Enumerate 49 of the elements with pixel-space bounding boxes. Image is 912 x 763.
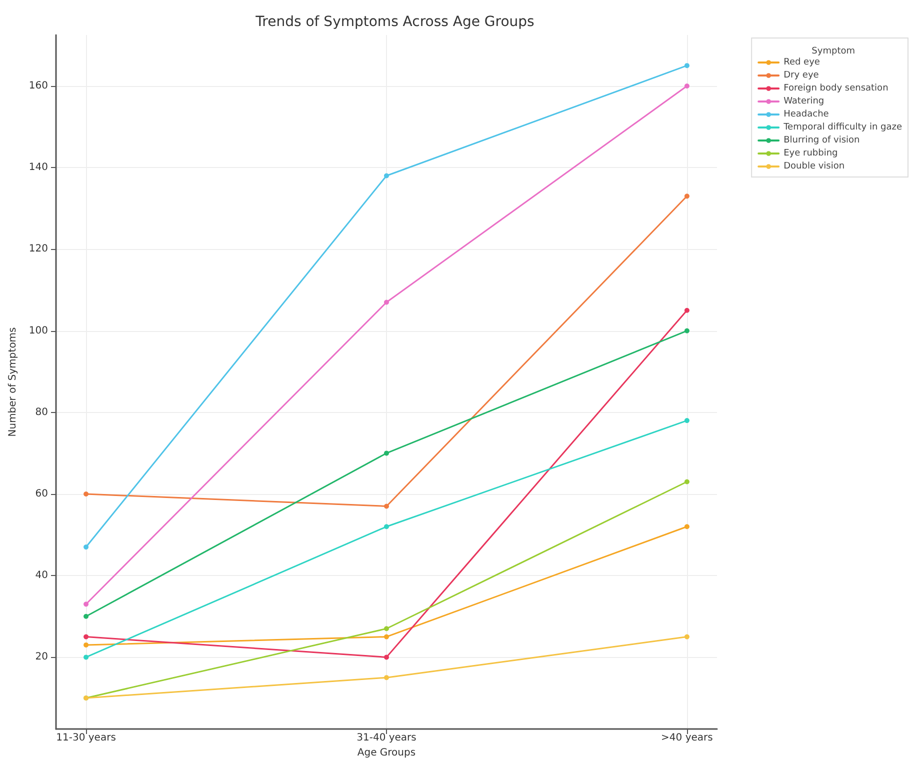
point bbox=[684, 524, 690, 530]
y-tick-label: 40 bbox=[35, 570, 48, 582]
point bbox=[84, 634, 89, 640]
legend-label: Temporal difficulty in gaze bbox=[782, 122, 902, 132]
point bbox=[384, 634, 389, 640]
legend-label: Watering bbox=[784, 96, 824, 106]
point bbox=[84, 654, 89, 660]
point bbox=[84, 491, 89, 496]
point bbox=[684, 634, 690, 640]
y-tick-label: 120 bbox=[28, 244, 48, 255]
point bbox=[84, 642, 89, 648]
y-tick-label: 20 bbox=[35, 652, 48, 663]
point bbox=[84, 544, 89, 550]
legend-title: Symptom bbox=[812, 46, 856, 56]
y-tick-label: 60 bbox=[35, 488, 48, 500]
x-tick-label: 31-40 years bbox=[356, 732, 416, 744]
point bbox=[384, 675, 389, 680]
y-tick-label: 160 bbox=[28, 80, 48, 92]
point bbox=[384, 524, 389, 530]
point bbox=[84, 614, 89, 619]
legend-label: Headache bbox=[784, 110, 830, 120]
point bbox=[384, 504, 389, 509]
point bbox=[684, 328, 690, 334]
y-tick-label: 80 bbox=[35, 406, 48, 418]
point bbox=[84, 602, 89, 607]
y-tick-label: 100 bbox=[28, 325, 48, 336]
point bbox=[384, 626, 389, 632]
x-tick-label: 11-30 years bbox=[56, 732, 116, 744]
legend-label: Foreign body sensation bbox=[784, 84, 888, 94]
point bbox=[684, 63, 690, 68]
legend-label: Red eye bbox=[784, 58, 820, 68]
point bbox=[684, 194, 690, 199]
legend-label: Double vision bbox=[784, 162, 845, 172]
y-tick-label: 140 bbox=[28, 162, 48, 174]
point bbox=[384, 300, 389, 305]
point bbox=[384, 654, 389, 660]
x-tick-label: >40 years bbox=[661, 732, 713, 744]
point bbox=[684, 418, 690, 424]
point bbox=[384, 450, 389, 456]
x-axis-title: Age Groups bbox=[357, 747, 416, 758]
point bbox=[684, 84, 690, 88]
point bbox=[384, 173, 389, 178]
point bbox=[684, 479, 690, 484]
chart-title: Trends of Symptoms Across Age Groups bbox=[254, 14, 534, 30]
legend-label: Dry eye bbox=[784, 70, 820, 80]
point bbox=[684, 308, 690, 313]
y-axis-title: Number of Symptoms bbox=[8, 327, 18, 437]
legend-label: Blurring of vision bbox=[784, 136, 860, 146]
legend-label: Eye rubbing bbox=[784, 148, 838, 158]
